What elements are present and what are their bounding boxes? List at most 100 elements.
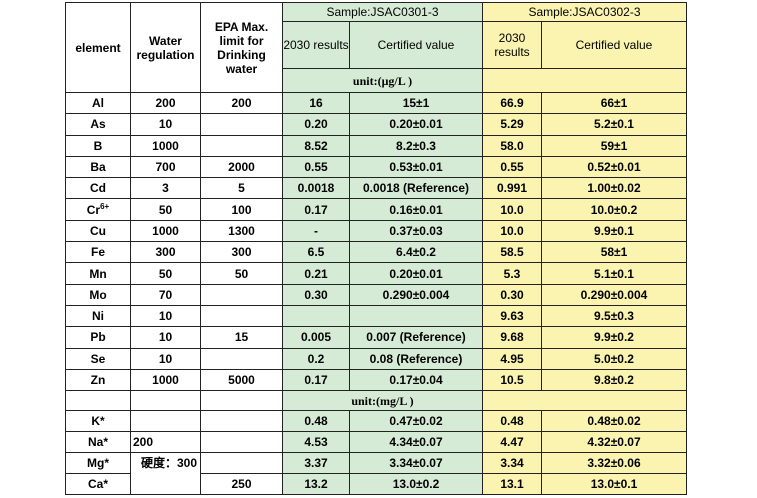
- element-symbol: Mn: [89, 266, 107, 281]
- element-cell: Se: [65, 347, 131, 370]
- header-2030-results-1: 2030 results: [282, 21, 350, 69]
- element-cell: Cd: [65, 177, 131, 200]
- epa-cell: [200, 347, 283, 370]
- table-row: Mg* 硬度：300 3.37 3.34±0.07 3.34 3.32±0.06: [65, 452, 687, 475]
- table-row: Cu 1000 1300-0.37±0.03 10.0 9.9±0.1: [65, 219, 687, 243]
- regulation-cell: 70: [130, 283, 201, 306]
- table-row: Se 10 0.2 0.08 (Reference) 4.95 5.0±0.2: [65, 347, 687, 370]
- regulation-cell: 1000: [130, 134, 201, 157]
- regulation-cell: 300: [130, 241, 201, 264]
- sample1-certified-cell: 0.007 (Reference): [349, 326, 483, 349]
- element-symbol: Cr: [86, 202, 101, 217]
- sample2-certified-cell: 1.00±0.02: [541, 177, 687, 200]
- epa-cell: 50: [200, 262, 283, 285]
- header-element: element: [65, 2, 131, 93]
- epa-cell: [200, 134, 283, 157]
- element-cell: Al: [65, 91, 131, 115]
- sample1-result-cell: 4.53: [282, 431, 350, 454]
- element-symbol: Al: [92, 96, 104, 111]
- table-row: Na* 200 4.53 4.34±0.07 4.47 4.32±0.07: [65, 431, 687, 454]
- table-row: Al 200 200 16 15±1 66.9 66±1: [65, 91, 687, 115]
- epa-cell: 100: [200, 198, 283, 221]
- table-row: Ni 10 9.63 9.5±0.3: [65, 304, 687, 328]
- sample2-result-cell: 4.95: [482, 347, 542, 370]
- epa-cell: 5000: [200, 368, 283, 392]
- table-row: Fe 300 300 6.5 6.4±0.2 58.5 58±1: [65, 241, 687, 264]
- sample1-result-cell: 0.55: [282, 155, 350, 179]
- sample2-result-cell: 0.55: [482, 155, 542, 179]
- epa-cell: 300: [200, 241, 283, 264]
- sample2-certified-cell: 9.9±0.2: [541, 326, 687, 349]
- table-row: Mo 70 0.30 0.290±0.004 0.30 0.290±0.004: [65, 283, 687, 306]
- sample1-certified-cell: 0.290±0.004: [349, 283, 483, 306]
- sample2-result-cell: 5.29: [482, 113, 542, 136]
- sample1-result-cell: 0.2: [282, 347, 350, 370]
- element-cell: Cu: [65, 219, 131, 243]
- regulation-cell: 10: [130, 347, 201, 370]
- gap-cell: [200, 390, 283, 411]
- element-cell: K*: [65, 410, 131, 433]
- epa-cell: 2000: [200, 155, 283, 179]
- unit-mg-spacer: [482, 390, 687, 411]
- table-row: As 10 0.20 0.20±0.01 5.29 5.2±0.1: [65, 113, 687, 136]
- element-cell: Fe: [65, 241, 131, 264]
- sample2-certified-cell: 5.0±0.2: [541, 347, 687, 370]
- regulation-cell: 700: [130, 155, 201, 179]
- sample2-result-cell: 58.5: [482, 241, 542, 264]
- epa-cell: 200: [200, 91, 283, 115]
- element-symbol: Mo: [89, 287, 107, 302]
- sample2-result-cell: 10.5: [482, 368, 542, 392]
- table-row: Pb 10 15 0.005 0.007 (Reference) 9.68 9.9±0.2: [65, 326, 687, 349]
- element-symbol: Cu: [90, 223, 106, 238]
- element-symbol: Se: [90, 351, 106, 366]
- element-cell: Mn: [65, 262, 131, 285]
- sample1-certified-cell: 0.37±0.03: [349, 219, 483, 243]
- sample2-certified-cell: 0.290±0.004: [541, 283, 687, 306]
- sample1-result-cell: 0.48: [282, 410, 350, 433]
- sample1-certified-cell: 0.17±0.04: [349, 368, 483, 392]
- sample1-result-cell: 16: [282, 91, 350, 115]
- header-epa: EPA Max. limit for Drinking water: [200, 2, 283, 93]
- element-cell: Ca*: [65, 473, 131, 496]
- sample2-certified-cell: 58±1: [541, 241, 687, 264]
- table-row: B 1000 8.52 8.2±0.3 58.0 59±1: [65, 134, 687, 157]
- hardness-note: 硬度：300: [130, 452, 201, 474]
- sample2-result-cell: 10.0: [482, 219, 542, 243]
- sample1-result-cell: 0.005: [282, 326, 350, 349]
- regulation-cell: [130, 473, 201, 496]
- sample2-certified-cell: 5.1±0.1: [541, 262, 687, 285]
- sample1-result-cell: 3.37: [282, 452, 350, 475]
- epa-cell: 5: [200, 177, 283, 200]
- element-cell: Na*: [65, 431, 131, 454]
- element-cell: Ni: [65, 304, 131, 328]
- sample1-result-cell: [282, 304, 350, 328]
- regulation-cell: 1000: [130, 219, 201, 243]
- gap-cell: [65, 390, 131, 411]
- sample1-result-cell: 0.20: [282, 113, 350, 136]
- epa-cell: [200, 410, 283, 433]
- sample2-result-cell: 9.63: [482, 304, 542, 328]
- sample2-certified-cell: 4.32±0.07: [541, 431, 687, 454]
- element-cell: Mg*: [65, 452, 131, 475]
- regulation-cell: 200: [130, 431, 201, 454]
- charge-superscript: 6+: [100, 201, 110, 211]
- sample1-certified-cell: 13.0±0.2: [349, 473, 483, 496]
- sample1-result-cell: 13.2: [282, 473, 350, 496]
- header-sample-1: Sample:JSAC0301-3: [282, 2, 483, 22]
- sample1-result-cell: 6.5: [282, 241, 350, 264]
- sample1-certified-cell: 0.20±0.01: [349, 262, 483, 285]
- regulation-cell: [130, 410, 201, 433]
- sample2-certified-cell: 5.2±0.1: [541, 113, 687, 136]
- sample1-certified-cell: 4.34±0.07: [349, 431, 483, 454]
- epa-cell: [200, 304, 283, 328]
- epa-cell: [200, 431, 283, 454]
- sample2-certified-cell: 59±1: [541, 134, 687, 157]
- sample1-certified-cell: 0.0018 (Reference): [349, 177, 483, 200]
- sample1-result-cell: 0.17: [282, 368, 350, 392]
- epa-cell: [200, 452, 283, 475]
- regulation-cell: 10: [130, 113, 201, 136]
- sample1-certified-cell: 6.4±0.2: [349, 241, 483, 264]
- regulation-cell: 200: [130, 91, 201, 115]
- sample1-certified-cell: 0.08 (Reference): [349, 347, 483, 370]
- regulation-cell: 10: [130, 304, 201, 328]
